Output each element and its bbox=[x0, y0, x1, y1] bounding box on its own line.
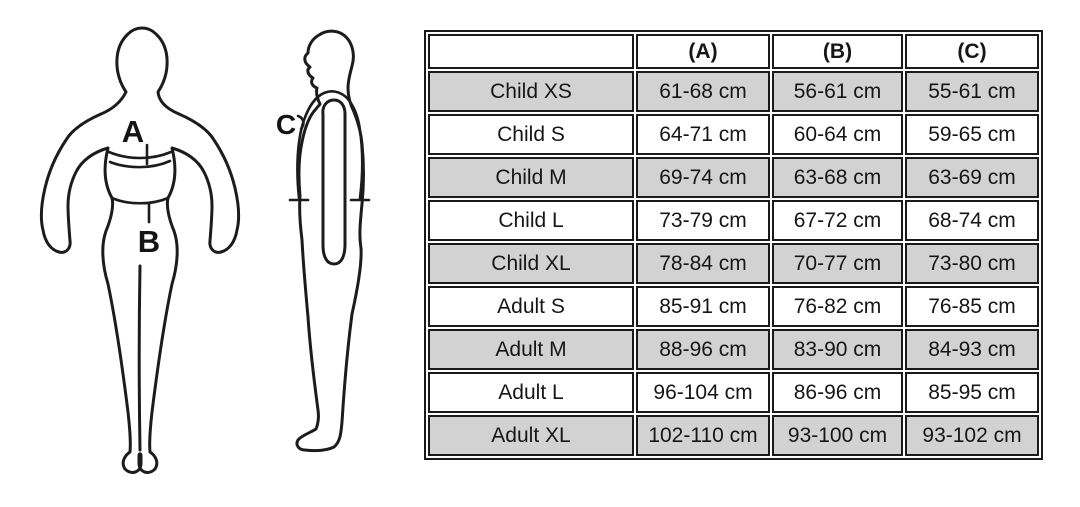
measurement-value-cell: 67-72 cm bbox=[772, 200, 903, 241]
measurement-value-cell: 96-104 cm bbox=[636, 372, 770, 413]
measurement-value-cell: 73-80 cm bbox=[905, 243, 1039, 284]
size-label-cell: Adult L bbox=[428, 372, 634, 413]
size-label-cell: Child XS bbox=[428, 71, 634, 112]
measurement-value-cell: 68-74 cm bbox=[905, 200, 1039, 241]
size-label-cell: Child M bbox=[428, 157, 634, 198]
measurement-label-a: A bbox=[122, 114, 144, 149]
measurement-value-cell: 102-110 cm bbox=[636, 415, 770, 456]
measurement-value-cell: 85-95 cm bbox=[905, 372, 1039, 413]
measurement-value-cell: 76-85 cm bbox=[905, 286, 1039, 327]
side-body-outline bbox=[295, 29, 365, 453]
front-body-figure: A B bbox=[39, 26, 241, 474]
measurement-value-cell: 55-61 cm bbox=[905, 71, 1039, 112]
size-label-cell: Child S bbox=[428, 114, 634, 155]
size-label-cell: Child XL bbox=[428, 243, 634, 284]
waist-line bbox=[110, 196, 170, 205]
table-row: Child L 73-79 cm 67-72 cm 68-74 cm bbox=[428, 200, 1039, 241]
size-label-cell: Child L bbox=[428, 200, 634, 241]
measurement-value-cell: 93-102 cm bbox=[905, 415, 1039, 456]
table-row: Child M 69-74 cm 63-68 cm 63-69 cm bbox=[428, 157, 1039, 198]
measurement-value-cell: 93-100 cm bbox=[772, 415, 903, 456]
size-measurement-table: (A) (B) (C) Child XS 61-68 cm 56-61 cm 5… bbox=[424, 30, 1043, 460]
measurement-label-c: C bbox=[276, 109, 296, 140]
measurement-value-cell: 63-68 cm bbox=[772, 157, 903, 198]
size-label-cell: Adult XL bbox=[428, 415, 634, 456]
measurement-value-cell: 84-93 cm bbox=[905, 329, 1039, 370]
measurement-value-cell: 78-84 cm bbox=[636, 243, 770, 284]
front-body-outline bbox=[39, 26, 241, 474]
measurement-value-cell: 59-65 cm bbox=[905, 114, 1039, 155]
table-row: Adult M 88-96 cm 83-90 cm 84-93 cm bbox=[428, 329, 1039, 370]
size-label-cell: Adult S bbox=[428, 286, 634, 327]
label-c-pointer bbox=[296, 114, 305, 131]
measurement-value-cell: 76-82 cm bbox=[772, 286, 903, 327]
chest-line-top bbox=[107, 150, 173, 160]
torso-loop-line bbox=[296, 90, 364, 200]
table-row: Adult S 85-91 cm 76-82 cm 76-85 cm bbox=[428, 286, 1039, 327]
measurement-value-cell: 56-61 cm bbox=[772, 71, 903, 112]
measurement-value-cell: 83-90 cm bbox=[772, 329, 903, 370]
side-body-figure: C bbox=[276, 29, 371, 453]
header-cell-c: (C) bbox=[905, 34, 1039, 69]
measurement-value-cell: 86-96 cm bbox=[772, 372, 903, 413]
front-inner-leg-line bbox=[137, 264, 142, 452]
chest-line-bottom bbox=[108, 159, 172, 169]
measurement-value-cell: 60-64 cm bbox=[772, 114, 903, 155]
table-row: Child XS 61-68 cm 56-61 cm 55-61 cm bbox=[428, 71, 1039, 112]
measurement-value-cell: 69-74 cm bbox=[636, 157, 770, 198]
header-cell-size bbox=[428, 34, 634, 69]
measurement-value-cell: 85-91 cm bbox=[636, 286, 770, 327]
measurement-value-cell: 70-77 cm bbox=[772, 243, 903, 284]
measurement-value-cell: 64-71 cm bbox=[636, 114, 770, 155]
table-row: Adult L 96-104 cm 86-96 cm 85-95 cm bbox=[428, 372, 1039, 413]
table-row: Child S 64-71 cm 60-64 cm 59-65 cm bbox=[428, 114, 1039, 155]
header-cell-b: (B) bbox=[772, 34, 903, 69]
measurement-value-cell: 63-69 cm bbox=[905, 157, 1039, 198]
measurement-value-cell: 61-68 cm bbox=[636, 71, 770, 112]
measurement-value-cell: 73-79 cm bbox=[636, 200, 770, 241]
table-row: Adult XL 102-110 cm 93-100 cm 93-102 cm bbox=[428, 415, 1039, 456]
table-header-row: (A) (B) (C) bbox=[428, 34, 1039, 69]
measurement-label-b: B bbox=[138, 224, 160, 259]
measurement-value-cell: 88-96 cm bbox=[636, 329, 770, 370]
size-label-cell: Adult M bbox=[428, 329, 634, 370]
table-row: Child XL 78-84 cm 70-77 cm 73-80 cm bbox=[428, 243, 1039, 284]
header-cell-a: (A) bbox=[636, 34, 770, 69]
side-arm-outline bbox=[321, 98, 347, 266]
